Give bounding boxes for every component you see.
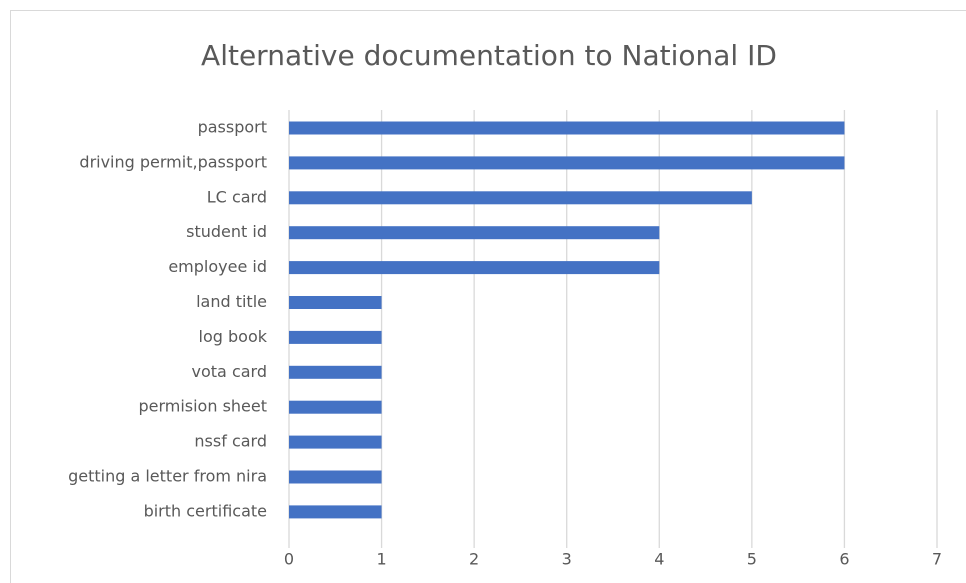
bar: [289, 296, 382, 309]
bar: [289, 156, 845, 170]
bar: [289, 435, 382, 449]
bar: [289, 470, 382, 484]
bar: [289, 505, 382, 519]
bar: [289, 261, 660, 275]
bar: [289, 365, 382, 379]
bar: [289, 191, 752, 205]
bar: [289, 226, 660, 240]
x-tick-label: 2: [469, 550, 479, 569]
bar: [289, 330, 382, 344]
y-tick-label: birth certificate: [144, 501, 267, 520]
y-tick-label: passport: [198, 118, 267, 137]
x-tick-label: 6: [839, 550, 849, 569]
y-tick-label: LC card: [207, 187, 267, 206]
bar: [289, 400, 382, 414]
x-tick-label: 0: [284, 550, 294, 569]
y-tick-label: permision sheet: [138, 397, 267, 416]
x-tick-label: 7: [932, 550, 942, 569]
x-tick-label: 5: [747, 550, 757, 569]
y-tick-label: getting a letter from nira: [68, 467, 267, 486]
y-tick-label: employee id: [168, 257, 267, 276]
x-tick-label: 4: [654, 550, 664, 569]
chart-title: Alternative documentation to National ID: [201, 39, 777, 72]
y-tick-label: student id: [186, 222, 267, 241]
x-tick-label: 3: [562, 550, 572, 569]
chart-frame: [10, 10, 966, 583]
y-tick-label: vota card: [192, 362, 267, 381]
x-tick-label: 1: [376, 550, 386, 569]
y-tick-label: nssf card: [194, 432, 267, 451]
y-tick-label: land title: [196, 292, 267, 311]
y-tick-label: driving permit,passport: [79, 152, 267, 171]
y-tick-label: log book: [199, 327, 268, 346]
bar: [289, 121, 845, 135]
